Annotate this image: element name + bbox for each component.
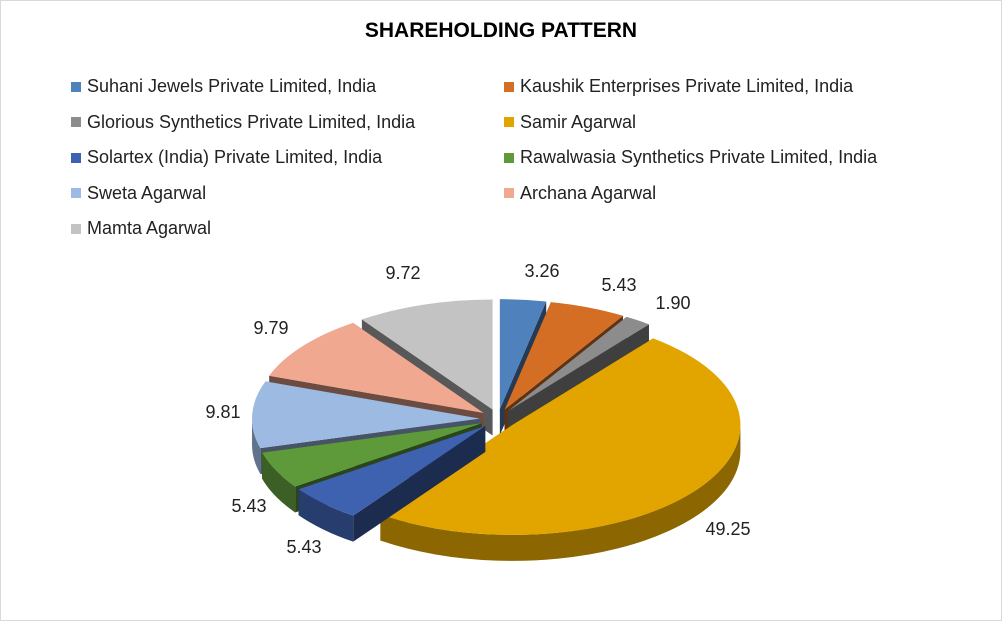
legend-swatch [71, 188, 81, 199]
slice-top [380, 338, 741, 535]
legend-label: Glorious Synthetics Private Limited, Ind… [87, 111, 416, 132]
slice-top [508, 316, 649, 411]
legend-item: Kaushik Enterprises Private Limited, Ind… [504, 69, 944, 105]
legend: Suhani Jewels Private Limited, India Kau… [71, 69, 971, 247]
data-label: 1.90 [655, 293, 690, 313]
slice-top [361, 299, 493, 410]
slice-top [252, 381, 481, 449]
data-label: 5.43 [601, 275, 636, 295]
legend-swatch [504, 188, 514, 199]
data-label: 49.25 [705, 519, 750, 539]
data-label: 5.43 [231, 496, 266, 516]
slice-side [298, 489, 354, 542]
legend-label: Sweta Agarwal [87, 182, 207, 203]
legend-item: Rawalwasia Synthetics Private Limited, I… [504, 140, 944, 176]
legend-swatch [71, 152, 81, 163]
legend-swatch [504, 152, 514, 163]
legend-item: Samir Agarwal [504, 105, 944, 141]
legend-label: Archana Agarwal [520, 182, 657, 203]
legend-label: Mamta Agarwal [87, 218, 212, 239]
legend-label: Solartex (India) Private Limited, India [87, 147, 383, 168]
legend-item: Mamta Agarwal [71, 211, 504, 247]
legend-swatch [504, 117, 514, 128]
legend-item: Solartex (India) Private Limited, India [71, 140, 504, 176]
legend-item: Archana Agarwal [504, 176, 944, 212]
slice-side [380, 424, 741, 561]
pie-slice [298, 425, 486, 542]
legend-label: Suhani Jewels Private Limited, India [87, 76, 377, 97]
legend-label: Kaushik Enterprises Private Limited, Ind… [520, 76, 854, 97]
slice-side [252, 418, 261, 475]
legend-swatch [71, 81, 81, 92]
legend-item: Sweta Agarwal [71, 176, 504, 212]
legend-swatch [71, 223, 81, 234]
legend-swatch [71, 117, 81, 128]
data-label: 3.26 [524, 261, 559, 281]
slice-top [262, 423, 482, 487]
legend-swatch [504, 81, 514, 92]
data-label: 9.81 [205, 402, 240, 422]
data-label: 9.72 [385, 263, 420, 283]
slice-top [504, 302, 623, 410]
chart-title: SHAREHOLDING PATTERN [364, 19, 638, 42]
slice-top [269, 322, 484, 413]
data-label: 9.79 [253, 318, 288, 338]
legend-label: Rawalwasia Synthetics Private Limited, I… [520, 147, 878, 168]
slice-top [298, 425, 486, 516]
data-label: 5.43 [286, 537, 321, 557]
legend-item: Glorious Synthetics Private Limited, Ind… [71, 105, 504, 141]
slice-side [262, 452, 296, 513]
legend-label: Samir Agarwal [520, 111, 637, 132]
pie-slice [380, 338, 741, 561]
slice-top [499, 299, 547, 410]
legend-item: Suhani Jewels Private Limited, India [71, 69, 504, 105]
